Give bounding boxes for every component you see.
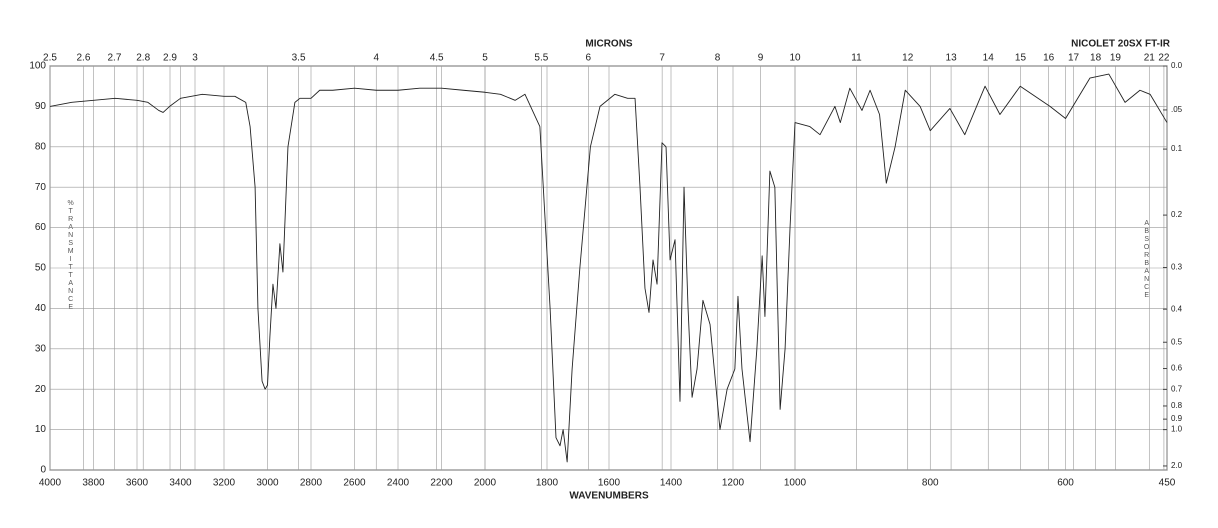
y2-tick-label: .05: [1171, 105, 1183, 114]
y2-tick-label: 0.1: [1171, 144, 1183, 153]
x2-tick-label: 4.5: [430, 53, 444, 64]
x2-tick-label: 14: [983, 53, 995, 64]
x2-tick-label: 18: [1090, 53, 1102, 64]
y-tick-label: 50: [35, 263, 47, 274]
y-tick-label: 90: [35, 101, 47, 112]
y2-axis-title: ABSORBANCE: [1143, 220, 1150, 300]
x-tick-label: 600: [1057, 478, 1074, 489]
y-axis-title: %TRANSMITTANCE: [67, 200, 74, 312]
x-tick-label: 1200: [722, 478, 745, 489]
x2-tick-label: 15: [1015, 53, 1027, 64]
x-tick-label: 1600: [598, 478, 621, 489]
spectrum-line: [49, 73, 1168, 463]
x-tick-label: 2200: [430, 478, 453, 489]
x2-tick-label: 5.5: [534, 53, 548, 64]
y2-tick-label: 1.0: [1171, 425, 1183, 434]
x2-tick-label: 11: [851, 53, 862, 64]
x2-tick-label: 22: [1158, 53, 1170, 64]
x-tick-label: 2600: [343, 478, 366, 489]
y-tick-label: 80: [35, 141, 47, 152]
x-tick-label: 3000: [256, 478, 279, 489]
x2-tick-label: 3: [192, 53, 198, 64]
y-tick-label: 10: [35, 424, 47, 435]
y-tick-label: 20: [35, 384, 47, 395]
x2-tick-label: 16: [1043, 53, 1055, 64]
x2-tick-label: 21: [1144, 53, 1156, 64]
x2-tick-label: 2.5: [43, 53, 57, 64]
chart-title: NICOLET 20SX FT-IR: [1071, 39, 1171, 50]
x-tick-label: 1000: [784, 478, 807, 489]
y2-tick-label: 0.8: [1171, 401, 1183, 410]
x-tick-label: 3600: [126, 478, 149, 489]
x2-tick-label: 2.6: [77, 53, 91, 64]
x2-tick-label: 4: [373, 53, 379, 64]
y2-tick-label: 0.4: [1171, 304, 1183, 313]
y2-tick-label: 0.9: [1171, 414, 1183, 423]
x2-tick-label: 10: [789, 53, 801, 64]
x-tick-label: 3800: [82, 478, 105, 489]
x2-tick-label: 7: [659, 53, 665, 64]
x-tick-label: 1400: [660, 478, 683, 489]
x2-tick-label: 2.9: [163, 53, 177, 64]
x-tick-label: 3200: [213, 478, 236, 489]
x-tick-label: 3400: [169, 478, 192, 489]
x2-tick-label: 17: [1068, 53, 1080, 64]
y-tick-label: 60: [35, 222, 47, 233]
y2-tick-label: 0.5: [1171, 337, 1183, 346]
y-tick-label: 0: [40, 465, 46, 476]
y-tick-label: 40: [35, 303, 47, 314]
y2-tick-label: 0.6: [1171, 364, 1183, 373]
x2-tick-label: 6: [586, 53, 592, 64]
y2-tick-label: 2.0: [1171, 461, 1183, 470]
x2-tick-label: 13: [946, 53, 958, 64]
y-tick-label: 70: [35, 182, 47, 193]
x2-axis-title: MICRONS: [585, 39, 633, 50]
x2-tick-label: 12: [902, 53, 914, 64]
x-tick-label: 2000: [474, 478, 497, 489]
x2-tick-label: 5: [482, 53, 488, 64]
y2-tick-label: 0.0: [1171, 61, 1183, 70]
x2-tick-label: 2.7: [107, 53, 121, 64]
x-tick-label: 450: [1159, 478, 1176, 489]
x2-tick-label: 8: [715, 53, 721, 64]
y-tick-label: 100: [29, 61, 46, 72]
y-tick-label: 30: [35, 343, 47, 354]
y2-tick-label: 0.3: [1171, 263, 1183, 272]
x-tick-label: 1800: [536, 478, 559, 489]
x2-tick-label: 9: [758, 53, 764, 64]
x-axis-title: WAVENUMBERS: [569, 491, 649, 502]
x2-tick-label: 3.5: [292, 53, 306, 64]
x-tick-label: 2400: [387, 478, 410, 489]
y2-tick-label: 0.2: [1171, 210, 1183, 219]
x2-tick-label: 19: [1110, 53, 1122, 64]
x-tick-label: 4000: [39, 478, 62, 489]
x2-tick-label: 2.8: [136, 53, 150, 64]
x-tick-label: 2800: [300, 478, 323, 489]
y2-tick-label: 0.7: [1171, 385, 1183, 394]
x-tick-label: 800: [922, 478, 939, 489]
